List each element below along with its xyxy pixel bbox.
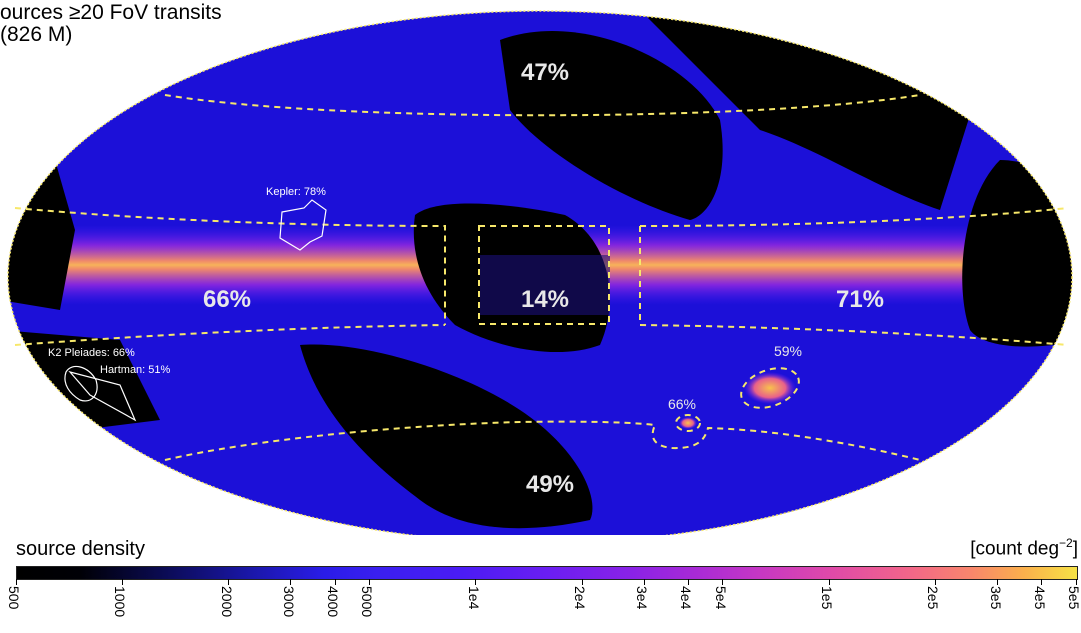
colorbar-unit-exponent: −2 <box>1059 536 1073 550</box>
colorbar-tick <box>1075 579 1077 585</box>
kepler-field-outline <box>279 199 327 251</box>
colorbar-title: source density <box>16 538 145 560</box>
title-line-2: (826 M) <box>0 23 73 46</box>
colorbar-tick <box>828 579 830 585</box>
colorbar <box>16 566 1078 580</box>
smc-glow <box>679 417 697 429</box>
colorbar-tick-label: 3000 <box>280 586 297 618</box>
colorbar-tick <box>1041 579 1043 585</box>
colorbar-unit-close: ] <box>1072 538 1078 560</box>
colorbar-tick <box>687 579 689 585</box>
colorbar-tick-label: 2000 <box>218 586 235 618</box>
region-label-south-cap: 49% <box>526 471 574 498</box>
smc-boundary <box>675 414 701 432</box>
colorbar-tick-label: 1000 <box>112 586 129 618</box>
region-label-north-cap: 47% <box>521 59 569 86</box>
colorbar-tick <box>15 579 17 585</box>
colorbar-tick <box>722 579 724 585</box>
mollweide-sky-map: 47% 66% 14% 71% 49% 59% 66% Kepler: 78% … <box>7 10 1073 535</box>
colorbar-tick <box>121 579 123 585</box>
hartman-outline <box>68 370 137 422</box>
plane-upper-boundary-east-line <box>639 207 1069 227</box>
colorbar-tick <box>934 579 936 585</box>
south-cap-boundary <box>164 420 921 461</box>
title-line-1: ources ≥20 FoV transits <box>0 1 222 24</box>
colorbar-tick-label: 4000 <box>325 586 342 618</box>
colorbar-tick-label: 2e4 <box>572 586 589 610</box>
lmc-boundary <box>740 367 800 409</box>
colorbar-tick-label: 1e5 <box>819 586 836 610</box>
plane-upper-boundary-west <box>14 207 446 325</box>
colorbar-tick-label: 5000 <box>359 586 376 618</box>
colorbar-tick-label: 5e4 <box>712 586 729 610</box>
field-label-k2-pleiades: K2 Pleiades: 66% <box>48 347 135 359</box>
bulge-region <box>480 255 610 315</box>
sky-outline <box>7 10 1073 535</box>
region-label-plane-east: 71% <box>836 286 884 313</box>
colorbar-tick-label: 3e5 <box>987 586 1004 610</box>
map-title: ources ≥20 FoV transits (826 M) <box>0 2 222 46</box>
field-label-kepler: Kepler: 78% <box>266 186 326 198</box>
region-label-smc: 66% <box>668 396 696 412</box>
region-label-galactic-center: 14% <box>521 286 569 313</box>
colorbar-tick-label: 2e5 <box>925 586 942 610</box>
colorbar-tick <box>581 579 583 585</box>
colorbar-tick-label: 4e4 <box>678 586 695 610</box>
north-cap-boundary <box>164 94 921 117</box>
field-label-hartman: Hartman: 51% <box>100 364 171 376</box>
region-label-plane-west: 66% <box>203 286 251 313</box>
colorbar-tick <box>475 579 477 585</box>
gap-south-center <box>300 344 593 529</box>
colorbar-tick <box>290 579 292 585</box>
colorbar-tick <box>997 579 999 585</box>
colorbar-tick-label: 500 <box>6 586 22 610</box>
colorbar-tick-label: 5e5 <box>1066 586 1081 610</box>
colorbar-unit: [count deg−2] <box>970 536 1078 560</box>
galactic-center-box <box>478 225 610 325</box>
gap-north-top <box>500 31 723 220</box>
plane-lower-boundary-east <box>639 324 1069 346</box>
colorbar-tick-label: 3e4 <box>634 586 651 610</box>
colorbar-tick <box>228 579 230 585</box>
colorbar-tick <box>368 579 370 585</box>
colorbar-tick-label: 4e5 <box>1031 586 1048 610</box>
lmc-glow <box>744 372 796 404</box>
gap-east <box>962 160 1072 347</box>
plane-lower-boundary-west <box>14 324 446 346</box>
colorbar-tick-label: 1e4 <box>465 586 482 610</box>
region-label-lmc: 59% <box>774 343 802 359</box>
colorbar-tick <box>643 579 645 585</box>
colorbar-unit-text: [count deg <box>970 538 1060 560</box>
colorbar-tick <box>334 579 336 585</box>
